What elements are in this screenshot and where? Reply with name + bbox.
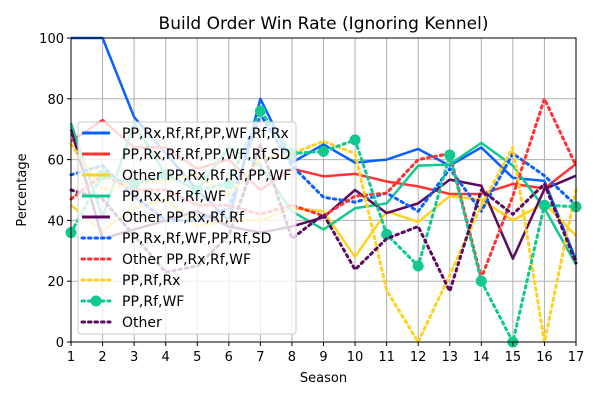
y-axis-label: Percentage	[15, 153, 30, 226]
series-line-8	[69, 139, 578, 344]
legend-label: PP,Rf,WF	[122, 294, 184, 310]
data-point	[254, 105, 266, 117]
legend-label: Other PP,Rx,Rf,Rf,PP,WF	[122, 168, 291, 184]
y-tick-label: 60	[47, 154, 64, 169]
legend-label: PP,Rx,Rf,Rf,WF	[122, 189, 226, 205]
x-tick-label: 2	[98, 350, 106, 365]
x-tick-label: 6	[225, 350, 233, 365]
y-tick-label: 0	[56, 336, 64, 351]
x-tick-label: 11	[378, 350, 395, 365]
x-tick-label: 17	[568, 350, 585, 365]
chart-title: Build Order Win Rate (Ignoring Kennel)	[159, 14, 489, 34]
x-tick-label: 10	[347, 350, 364, 365]
x-tick-label: 15	[505, 350, 522, 365]
legend-label: PP,Rx,Rf,Rf,PP,WF,Rf,Rx	[122, 126, 289, 142]
x-tick-label: 8	[288, 350, 296, 365]
legend-label: Other	[122, 315, 162, 331]
y-tick-label: 20	[47, 275, 64, 290]
legend-label: Other PP,Rx,Rf,Rf	[122, 210, 245, 226]
x-tick-label: 12	[410, 350, 427, 365]
x-tick-label: 16	[536, 350, 553, 365]
legend-label: PP,Rf,Rx	[122, 273, 180, 289]
data-point	[349, 134, 361, 146]
legend: PP,Rx,Rf,Rf,PP,WF,Rf,Rx PP,Rx,Rf,Rf,PP,WF…	[77, 121, 297, 335]
x-tick-label: 14	[473, 350, 490, 365]
data-point	[538, 199, 550, 211]
x-tick-label: 5	[193, 350, 201, 365]
y-tick-label: 100	[39, 32, 64, 47]
data-point	[318, 145, 329, 157]
x-tick-label: 9	[319, 350, 327, 365]
data-point	[475, 275, 487, 287]
legend-label: PP,Rx,Rf,Rf,PP,WF,Rf,SD	[122, 147, 290, 163]
x-tick-label: 1	[67, 350, 75, 365]
legend-marker	[90, 295, 102, 307]
y-tick-label: 80	[47, 93, 64, 108]
x-axis-label: Season	[300, 371, 347, 386]
x-tick-label: 7	[256, 350, 264, 365]
data-point	[444, 149, 456, 161]
legend-box	[77, 121, 297, 335]
x-tick-label: 4	[162, 350, 170, 365]
x-tick-label: 13	[441, 350, 458, 365]
legend-label: PP,Rx,Rf,WF,PP,Rf,SD	[122, 231, 271, 247]
y-tick-label: 40	[47, 214, 64, 229]
data-point	[412, 260, 424, 272]
x-tick-label: 3	[130, 350, 138, 365]
legend-label: Other PP,Rx,Rf,WF	[122, 252, 251, 268]
